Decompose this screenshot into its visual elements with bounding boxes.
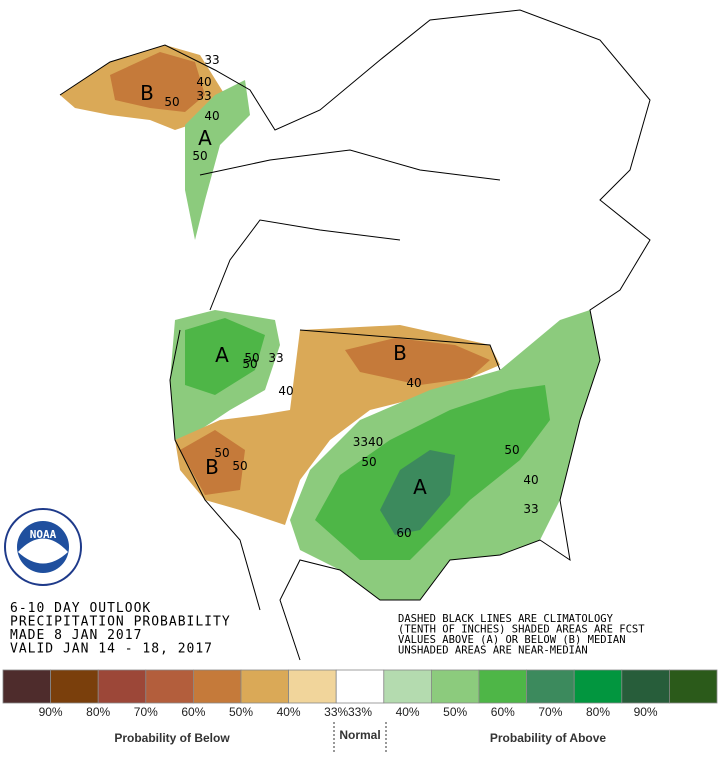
below-caption: Probability of Below [114,731,230,745]
legend-label: 40% [277,705,301,719]
region-letter: B [393,341,407,365]
legend-label: 80% [86,705,110,719]
outlook-line: VALID JAN 14 - 18, 2017 [10,642,213,657]
legend-label: 70% [134,705,158,719]
outlook-line: PRECIPITATION PROBABILITY [10,615,231,630]
boundaries [59,9,651,661]
contour-label: 50 [214,446,229,460]
legend-swatch [192,669,242,704]
contour-label: 40 [523,473,538,487]
contour-label: 33 [268,351,283,365]
region-letter: A [413,475,427,499]
logo-text: NOAA [30,528,57,541]
legend-label: 33% [348,705,372,719]
legend-label: 70% [538,705,562,719]
above-caption: Probability of Above [490,731,607,745]
legend-swatch [2,669,51,704]
region-letter: A [215,343,229,367]
contour-label: 40 [196,75,211,89]
contour-label: 40 [278,384,293,398]
legend-label: 60% [491,705,515,719]
contour-label: 50 [192,149,207,163]
note-line: (TENTH OF INCHES) SHADED AREAS ARE FCST [398,624,645,636]
contour-label: 50 [504,443,519,457]
legend-label: 60% [181,705,205,719]
legend-swatch [240,669,289,704]
contour-label: 40 [406,376,421,390]
contour-label: 33 [523,502,538,516]
outlook-line: 6-10 DAY OUTLOOK [10,601,151,616]
contour-label: 50 [164,95,179,109]
note-line: UNSHADED AREAS ARE NEAR-MEDIAN [398,645,588,657]
note-line: VALUES ABOVE (A) OR BELOW (B) MEDIAN [398,634,626,646]
legend-swatch [478,669,527,704]
contour-label: 50 [244,351,259,365]
normal-caption: Normal [339,728,380,742]
legend-swatch [430,669,480,704]
legend-swatch [335,669,385,704]
legend-swatch [288,669,337,704]
legend-swatch [97,669,147,704]
contour-label: 60 [396,526,411,540]
contour-label: 50 [361,455,376,469]
map-shading [60,45,600,600]
contour-label: 40 [204,109,219,123]
legend-swatch [669,669,718,704]
legend-label: 50% [229,705,253,719]
region-letter: A [198,126,212,150]
legend-label: 40% [396,705,420,719]
contour-label: 33 [204,53,219,67]
contour-label: 33 [196,89,211,103]
region-letter: B [140,81,154,105]
legend-swatch [383,669,432,704]
contour-label: 50 [242,357,257,371]
legend-swatch [145,669,194,704]
legend-swatch [621,669,670,704]
legend-swatch [50,669,99,704]
note-line: DASHED BLACK LINES ARE CLIMATOLOGY [398,613,614,625]
legend-swatch [526,669,575,704]
noaa-logo: NOAA [4,508,82,586]
legend-swatch [573,669,623,704]
legend-label: 90% [39,705,63,719]
legend-label: 50% [443,705,467,719]
contour-label: 3340 [353,435,384,449]
region-letter: B [205,455,219,479]
legend-label: 80% [586,705,610,719]
legend-label: 90% [634,705,658,719]
legend-label: 33% [324,705,348,719]
outlook-line: MADE 8 JAN 2017 [10,628,142,643]
contour-label: 50 [232,459,247,473]
